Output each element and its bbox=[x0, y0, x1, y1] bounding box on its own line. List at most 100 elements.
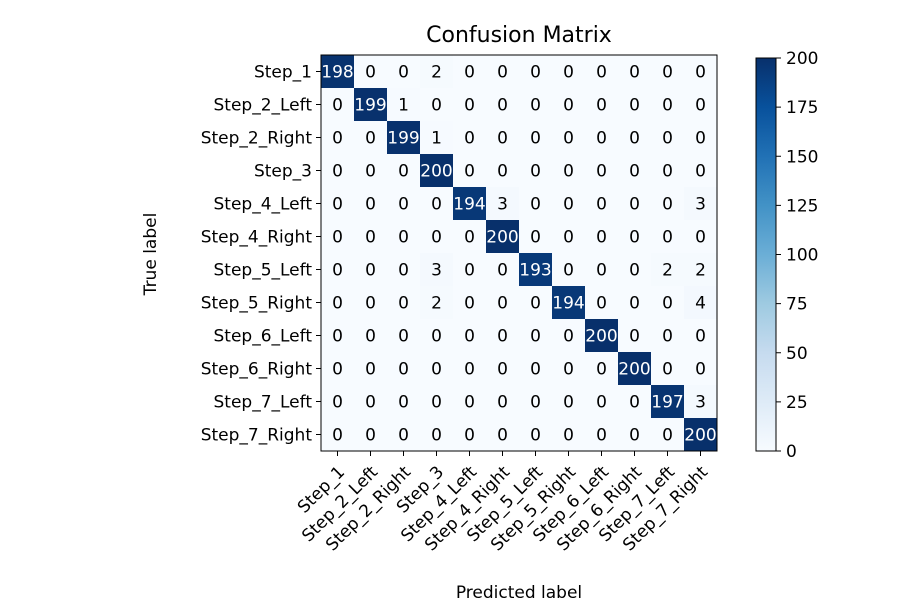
cell-value-label: 0 bbox=[596, 63, 607, 83]
heatmap-cell bbox=[387, 55, 421, 89]
heatmap-cell bbox=[585, 88, 619, 122]
colorbar-tick-label: 0 bbox=[786, 442, 797, 462]
y-tick-label: Step_7_Right bbox=[201, 426, 313, 446]
cell-value-label: 0 bbox=[695, 96, 706, 116]
heatmap-cell bbox=[585, 319, 619, 353]
heatmap-cell bbox=[453, 319, 487, 353]
heatmap-cell bbox=[354, 121, 388, 155]
cell-value-label: 0 bbox=[332, 129, 343, 149]
heatmap-cell bbox=[684, 319, 718, 353]
cell-value-label: 199 bbox=[354, 96, 386, 116]
heatmap-cell bbox=[387, 154, 421, 188]
heatmap-cell bbox=[585, 352, 619, 386]
colorbar-ticks: 0 25 50 75 100 125 150 175 200 bbox=[776, 49, 818, 462]
cell-value-label: 0 bbox=[332, 294, 343, 314]
colorbar-tick-label: 200 bbox=[786, 49, 818, 69]
x-axis-label: Predicted label bbox=[456, 583, 582, 600]
heatmap-cell bbox=[651, 187, 685, 221]
heatmap-cell bbox=[354, 154, 388, 188]
heatmap-cell bbox=[618, 286, 652, 320]
y-axis-ticks: Step_1 Step_2_Left Step_2_Right Step_3 Step_… bbox=[201, 63, 321, 446]
cell-value-label: 0 bbox=[662, 327, 673, 347]
cell-value-label: 0 bbox=[365, 327, 376, 347]
cell-value-label: 0 bbox=[695, 327, 706, 347]
heatmap-cell bbox=[486, 418, 520, 452]
heatmap-cell bbox=[420, 319, 454, 353]
heatmap-cell bbox=[453, 286, 487, 320]
cell-value-label: 0 bbox=[629, 393, 640, 413]
cell-value-label: 0 bbox=[695, 129, 706, 149]
cell-value-label: 0 bbox=[332, 360, 343, 380]
heatmap-cell bbox=[354, 352, 388, 386]
heatmap-cell bbox=[684, 286, 718, 320]
cell-value-label: 1 bbox=[431, 129, 442, 149]
cell-value-label: 0 bbox=[563, 360, 574, 380]
heatmap-cell bbox=[354, 187, 388, 221]
heatmap-cell bbox=[651, 55, 685, 89]
heatmap-cell bbox=[684, 220, 718, 254]
cell-value-label: 197 bbox=[651, 393, 683, 413]
cell-value-label: 3 bbox=[497, 195, 508, 215]
heatmap-cell bbox=[321, 385, 355, 419]
heatmap-cell bbox=[552, 187, 586, 221]
heatmap-cell bbox=[420, 187, 454, 221]
cell-value-label: 0 bbox=[563, 327, 574, 347]
heatmap-cell bbox=[585, 385, 619, 419]
cell-value-label: 0 bbox=[662, 294, 673, 314]
cell-value-label: 200 bbox=[585, 327, 617, 347]
cell-value-label: 4 bbox=[695, 294, 706, 314]
colorbar bbox=[755, 57, 777, 452]
heatmap-cell bbox=[618, 154, 652, 188]
heatmap-cell bbox=[519, 385, 553, 419]
heatmap-cell bbox=[519, 352, 553, 386]
plot-frame bbox=[320, 54, 718, 452]
cell-value-label: 0 bbox=[431, 195, 442, 215]
heatmap-cell bbox=[321, 187, 355, 221]
cell-value-label: 0 bbox=[332, 393, 343, 413]
heatmap-cell bbox=[486, 121, 520, 155]
cell-value-label: 0 bbox=[398, 294, 409, 314]
cell-value-label: 0 bbox=[332, 162, 343, 182]
heatmap-cell bbox=[519, 418, 553, 452]
heatmap-cell bbox=[387, 352, 421, 386]
heatmap-cell bbox=[420, 88, 454, 122]
cell-value-label: 0 bbox=[563, 426, 574, 446]
heatmap-cell bbox=[519, 220, 553, 254]
cell-value-label: 0 bbox=[332, 327, 343, 347]
cell-value-label: 0 bbox=[629, 162, 640, 182]
heatmap-cell bbox=[321, 253, 355, 287]
heatmap-cell bbox=[420, 154, 454, 188]
cell-value-label: 0 bbox=[530, 228, 541, 248]
heatmap-cell bbox=[684, 154, 718, 188]
cell-value-label: 0 bbox=[497, 63, 508, 83]
cell-value-label: 0 bbox=[398, 393, 409, 413]
heatmap-cell bbox=[420, 385, 454, 419]
heatmap-cell bbox=[321, 154, 355, 188]
cell-value-label: 0 bbox=[662, 96, 673, 116]
heatmap-cell bbox=[420, 55, 454, 89]
cell-value-label: 0 bbox=[365, 294, 376, 314]
heatmap-cell bbox=[585, 220, 619, 254]
cell-value-label: 0 bbox=[497, 261, 508, 281]
cell-value-label: 0 bbox=[662, 195, 673, 215]
heatmap-cell bbox=[453, 220, 487, 254]
heatmap-cell bbox=[552, 253, 586, 287]
heatmap-cell bbox=[387, 187, 421, 221]
heatmap-cell bbox=[684, 55, 718, 89]
heatmap-cell bbox=[651, 352, 685, 386]
cell-value-label: 0 bbox=[332, 426, 343, 446]
heatmap-cell bbox=[519, 88, 553, 122]
cell-value-label: 0 bbox=[695, 360, 706, 380]
cell-value-label: 0 bbox=[365, 129, 376, 149]
cell-value-label: 0 bbox=[530, 294, 541, 314]
cell-value-label: 0 bbox=[662, 129, 673, 149]
heatmap-cell bbox=[354, 319, 388, 353]
heatmap-cell bbox=[354, 385, 388, 419]
cell-value-label: 0 bbox=[464, 228, 475, 248]
heatmap-cell bbox=[453, 154, 487, 188]
heatmap-cell bbox=[387, 253, 421, 287]
heatmap-cell bbox=[420, 352, 454, 386]
heatmap-cell bbox=[486, 88, 520, 122]
colorbar-tick-label: 150 bbox=[786, 147, 818, 167]
cell-value-label: 0 bbox=[662, 426, 673, 446]
